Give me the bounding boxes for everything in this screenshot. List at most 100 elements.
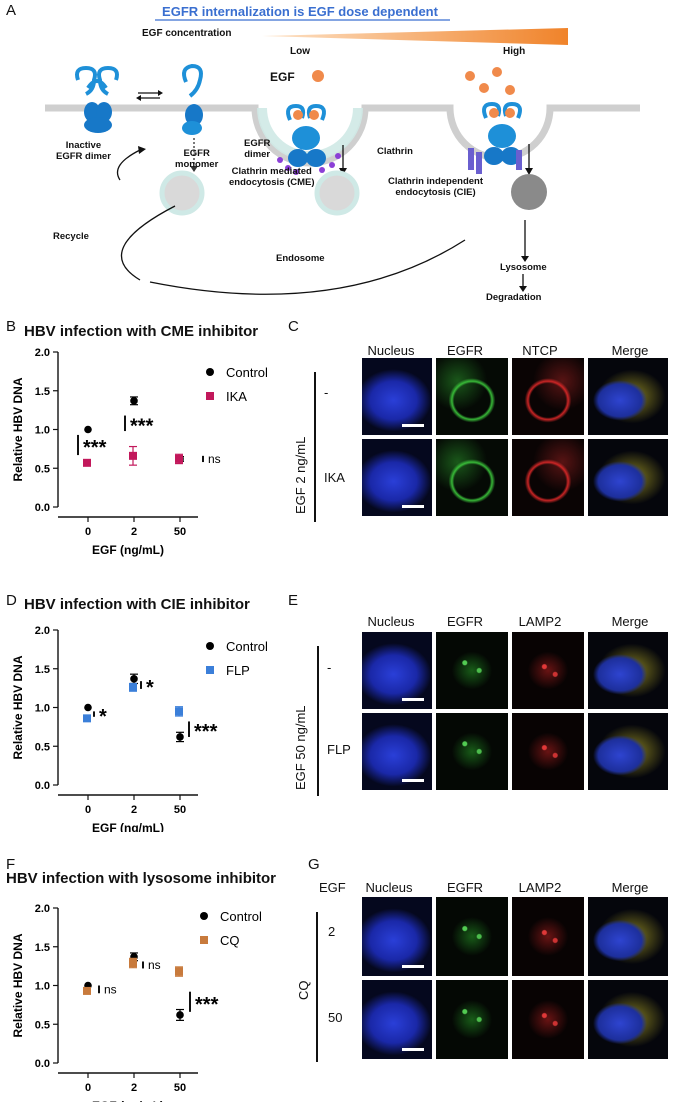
micrograph-tile [362,439,432,516]
y-tick-label: 1.5 [35,664,50,676]
y-tick-label: 0.5 [35,463,50,475]
group-label: EGF 50 ng/mL [293,705,308,790]
data-point [84,425,92,434]
data-point [129,451,137,460]
y-tick-label: 1.0 [35,981,50,993]
legend-label: Control [226,639,268,654]
col-merge: Merge [611,343,649,358]
legend-marker [206,642,214,650]
egf-label: EGF [270,70,295,84]
y-tick-label: 2.0 [35,903,50,915]
egfr-dimer-label: EGFR dimer [244,138,271,160]
micrograph-tile [362,632,432,709]
row-label: - [324,385,329,400]
panel-d-chart: 0.0 0.5 1.0 1.5 2.0 0 2 50 EGF (ng/mL) Relative H… [11,625,268,832]
x-tick-label: 0 [85,1082,91,1094]
lysosome-label: Lysosome [500,262,547,273]
significance-label: *** [83,437,107,459]
y-tick-label: 0.0 [35,1058,50,1070]
panel-e-letter: E [288,592,299,609]
panel-b-chart: 0.0 0.5 1.0 1.5 2.0 0 2 50 EGF (ng/mL) Relative H… [11,347,268,557]
significance-label: *** [194,721,218,743]
y-tick-label: 0.0 [35,780,50,792]
group-bracket [317,646,319,796]
y-tick-label: 2.0 [35,625,50,637]
group-bracket [316,912,318,1062]
x-tick-label: 2 [131,804,137,816]
panel-a-banner: EGFR internalization is EGF dose depende… [162,4,438,19]
x-tick-label: 0 [85,804,91,816]
significance-label: ns [104,982,117,996]
legend-label: Control [226,365,268,380]
y-axis-label: Relative HBV DNA [11,377,25,481]
high-label: High [503,46,526,57]
scale-bar [402,505,424,508]
legend-label: IKA [226,389,247,404]
group-bracket [314,372,316,522]
col-lamp2: LAMP2 [518,614,562,629]
cie-label: Clathrin independent endocytosis (CIE) [388,176,483,198]
scale-bar [402,965,424,968]
x-tick-label: 50 [174,804,186,816]
y-tick-label: 0.5 [35,741,50,753]
micrograph-tile [588,897,668,976]
x-tick-label: 50 [174,1082,186,1094]
significance-label: * [146,677,154,699]
micrograph-tile [436,713,508,790]
legend-label: FLP [226,663,250,678]
x-axis-label: EGF (ng/mL) [92,821,164,832]
recycle-label: Recycle [53,231,89,242]
micrograph-tile [588,439,668,516]
y-tick-label: 2.0 [35,347,50,359]
micrograph-tile [588,632,668,709]
panel-g-letter: G [308,856,320,873]
x-tick-label: 2 [131,1082,137,1094]
panel-f-letter: F [6,856,16,873]
data-point [129,959,137,968]
data-point [176,733,184,741]
micrograph-tile [436,897,508,976]
y-tick-label: 0.0 [35,502,50,514]
y-tick-label: 1.0 [35,425,50,437]
panel-c-letter: C [288,318,299,335]
significance-label: *** [195,994,219,1016]
y-tick-label: 1.5 [35,942,50,954]
micrograph-tile [436,358,508,435]
group-label: EGF 2 ng/mL [293,436,308,514]
col-nucleus: Nucleus [367,343,415,358]
row-label: 2 [328,924,336,939]
significance-label: ns [148,958,161,972]
micrograph-tile [362,358,432,435]
y-axis-label: Relative HBV DNA [11,655,25,759]
panel-b-letter: B [6,318,17,335]
col-egfr: EGFR [446,343,484,358]
panel-e-micrographs [362,632,684,790]
row-label: 50 [328,1010,343,1025]
monomer-icon [182,63,203,98]
micrograph-tile [362,897,432,976]
col-egfr: EGFR [446,880,484,895]
data-point [175,454,183,463]
panel-a-diagram [45,19,640,295]
scale-bar [402,424,424,427]
data-point [130,397,138,405]
legend-marker [206,368,214,376]
inactive-dimer-icon [75,65,119,96]
data-point [83,986,91,995]
significance-label: ns [208,452,221,466]
data-point [129,683,137,692]
col-merge: Merge [611,614,649,629]
legend-marker [200,936,208,944]
endosome-label: Endosome [276,253,325,264]
col-merge: Merge [611,880,649,895]
y-tick-label: 1.5 [35,386,50,398]
x-tick-label: 0 [85,526,91,538]
egf-high-icon [465,67,515,95]
clathrin-label: Clathrin [377,146,413,157]
micrograph-tile [512,980,584,1059]
panel-b-title: HBV infection with CME inhibitor [24,323,259,340]
data-point [176,1011,184,1019]
x-tick-label: 2 [131,526,137,538]
panel-c-micrographs [362,358,684,516]
significance-label: * [99,706,107,728]
